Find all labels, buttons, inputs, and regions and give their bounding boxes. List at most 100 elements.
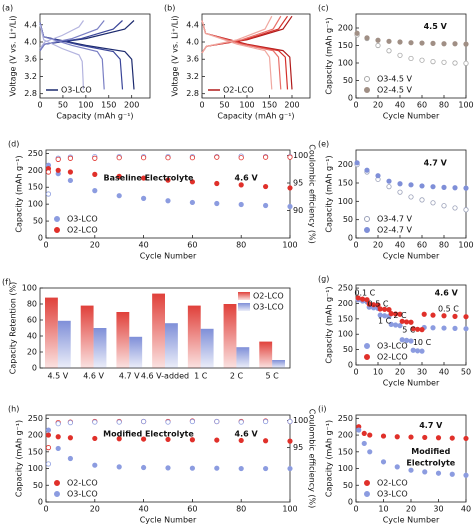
data-point xyxy=(397,39,403,45)
data-point xyxy=(397,52,403,58)
y-tick-label: 150 xyxy=(28,447,43,456)
data-point xyxy=(45,191,52,197)
panel: (f) 0 20 40 60 80 100 Capacity Retention (%) 4.5… xyxy=(2,278,291,381)
data-point xyxy=(463,472,469,478)
x-tick-label: 60 xyxy=(417,241,427,250)
y-axis-label: Capacity (mAh g⁻¹) xyxy=(15,420,24,497)
y-tick-label: 200 xyxy=(338,299,353,308)
legend-label: O2-4.7 V xyxy=(377,226,413,235)
data-point xyxy=(92,188,98,194)
data-point xyxy=(375,42,381,49)
data-point xyxy=(67,420,74,426)
panel: (b) 2.8 3.2 3.6 4.0 4.4 0 50 100 150 200 Capacity (… xyxy=(164,4,311,121)
data-point xyxy=(408,434,414,440)
data-point xyxy=(394,434,400,440)
legend-label: O2-4.5 V xyxy=(377,86,413,95)
annotation: Modified Electrolyte xyxy=(103,430,194,439)
y-tick-label: 0 xyxy=(348,94,353,103)
x-axis-label: Cycle Number xyxy=(383,379,440,388)
annotation: 10 C xyxy=(413,338,432,347)
annotation: 1 C xyxy=(378,317,392,326)
data-point xyxy=(408,319,414,325)
x-axis-label: Cycle Number xyxy=(383,112,440,121)
data-point xyxy=(238,201,244,208)
data-point xyxy=(262,438,269,444)
data-point xyxy=(141,436,147,442)
data-point xyxy=(116,173,122,179)
y-tick-label: 50 xyxy=(343,215,353,224)
y2-axis-label: Coulombic efficiency (%) xyxy=(308,409,317,509)
x-tick-label: 20 xyxy=(373,101,383,110)
x-tick-label: 40 xyxy=(439,368,449,377)
data-point xyxy=(449,471,455,477)
data-point xyxy=(394,464,400,470)
x-tick-label: 0 xyxy=(353,101,358,110)
data-point xyxy=(262,183,269,190)
data-point xyxy=(55,156,61,162)
bar xyxy=(200,328,214,368)
data-point xyxy=(214,200,220,207)
legend-swatch xyxy=(364,354,370,360)
data-point xyxy=(435,435,442,441)
annotation: 4.7 V xyxy=(424,159,448,168)
panel-label: (f) xyxy=(2,278,11,287)
data-point xyxy=(430,184,436,190)
y-tick-label: 100 xyxy=(338,464,353,473)
data-point xyxy=(380,433,387,439)
y-tick-label: 40 xyxy=(27,332,37,341)
legend-swatch xyxy=(364,480,370,486)
data-point xyxy=(441,325,447,331)
y2-tick-label: 100 xyxy=(293,416,308,425)
x-tick-label: 40 xyxy=(395,241,405,250)
y-tick-label: 200 xyxy=(338,160,353,169)
data-point xyxy=(165,465,171,471)
data-point xyxy=(364,35,370,41)
data-point xyxy=(141,464,147,471)
x-tick-label: 2 C xyxy=(230,372,244,381)
annotation: Modified xyxy=(411,447,450,456)
y-tick-label: 3.6 xyxy=(24,55,37,64)
x-tick-label: 0 xyxy=(353,241,358,250)
data-point xyxy=(92,155,98,161)
data-point xyxy=(367,449,373,455)
y-tick-label: 100 xyxy=(338,330,353,339)
x-tick-label: 0 xyxy=(37,101,42,110)
data-point xyxy=(397,323,403,329)
y-tick-label: 250 xyxy=(338,284,353,293)
data-point xyxy=(45,432,52,438)
y-tick-label: 250 xyxy=(338,414,353,423)
data-point xyxy=(367,432,373,438)
panel: (e) 0 50 100 150 200 0 20 40 60 80 100 Cycle Number C… xyxy=(318,140,474,261)
y-tick-label: 0 xyxy=(32,364,37,373)
data-point xyxy=(419,57,425,63)
x-tick-label: 10 xyxy=(378,505,388,514)
y-tick-label: 100 xyxy=(338,59,353,68)
panel-label: (b) xyxy=(164,4,175,13)
data-point xyxy=(356,427,362,433)
data-point xyxy=(92,435,98,442)
data-point xyxy=(238,437,244,444)
bar xyxy=(116,312,130,368)
x-tick-label: 4.7 V xyxy=(119,372,140,381)
legend-label: O3-4.7 V xyxy=(377,215,413,224)
legend-label: O2-LCO xyxy=(377,479,408,488)
panel: (c) 0 50 100 150 200 0 20 40 60 80 100 Cycle Number C… xyxy=(318,4,474,121)
y-tick-label: 0 xyxy=(348,361,353,370)
data-point xyxy=(452,205,458,211)
x-axis-label: Cycle Number xyxy=(140,516,197,525)
data-point xyxy=(414,348,421,354)
y-axis-label: Capacity (mAh g⁻¹) xyxy=(325,420,334,497)
data-point xyxy=(386,307,392,313)
panel-label: (i) xyxy=(318,405,326,414)
y2-tick-label: 95 xyxy=(293,179,303,188)
x-tick-label: 80 xyxy=(236,505,246,514)
data-point xyxy=(421,311,427,317)
y-tick-label: 0 xyxy=(38,498,43,507)
data-point xyxy=(354,160,360,166)
y-tick-label: 4.4 xyxy=(186,20,199,29)
bar xyxy=(129,336,143,368)
panel-label: (e) xyxy=(318,140,329,149)
y-tick-label: 150 xyxy=(338,447,353,456)
annotation: 4.5 V xyxy=(424,22,448,31)
data-point xyxy=(430,58,436,65)
